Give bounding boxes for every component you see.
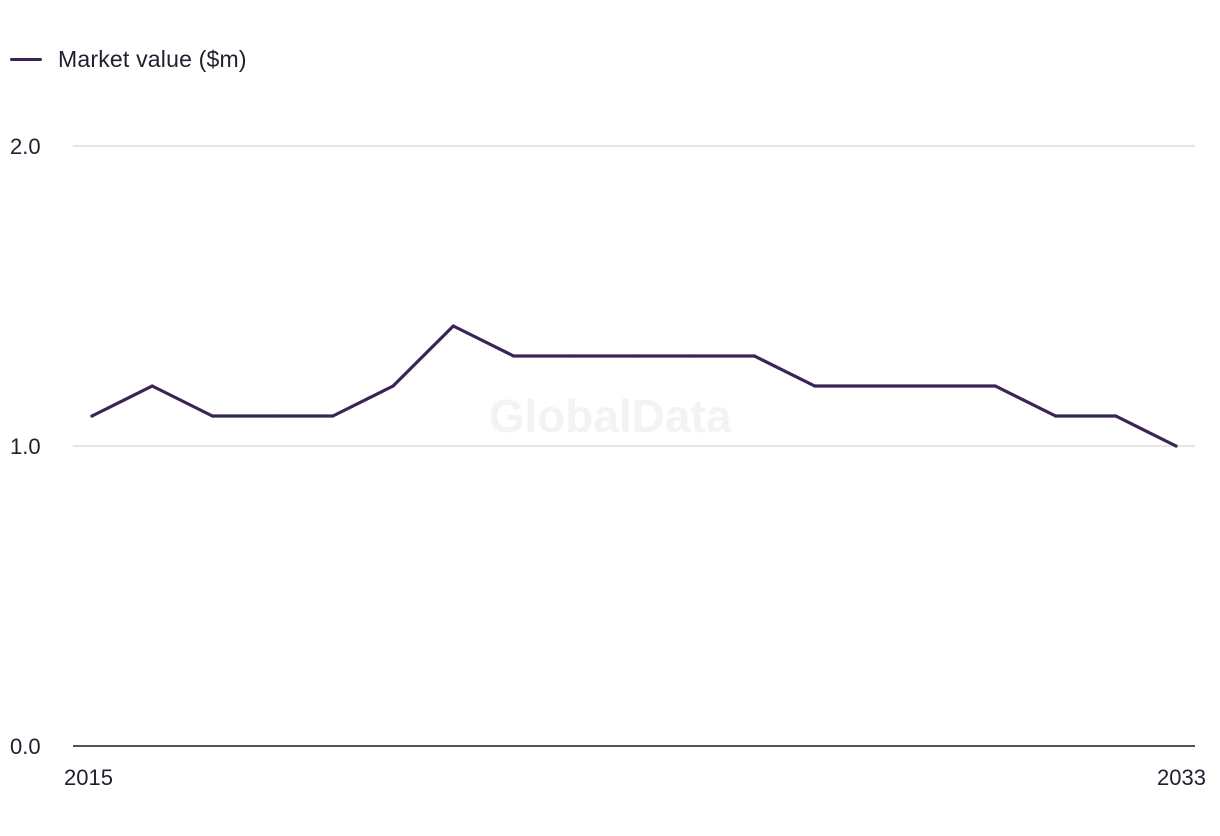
data-point [572, 354, 576, 358]
data-point [331, 414, 335, 418]
x-tick-label: 2033 [1157, 765, 1206, 790]
data-point [1174, 444, 1178, 448]
y-tick-label: 1.0 [10, 434, 41, 459]
legend-label: Market value ($m) [58, 46, 247, 72]
data-point [933, 384, 937, 388]
x-tick-label: 2015 [64, 765, 113, 790]
watermark: GlobalData [489, 390, 732, 442]
y-tick-label: 2.0 [10, 134, 41, 159]
data-point [692, 354, 696, 358]
data-point [451, 324, 455, 328]
data-point [1114, 414, 1118, 418]
data-point [993, 384, 997, 388]
data-point [271, 414, 275, 418]
data-point [210, 414, 215, 418]
legend-swatch [10, 58, 42, 61]
data-point [752, 354, 757, 358]
data-point [511, 354, 516, 358]
legend: Market value ($m) [10, 46, 247, 73]
data-point [150, 384, 154, 388]
data-point [1053, 414, 1058, 418]
data-point [873, 384, 877, 388]
data-point [813, 384, 817, 388]
y-tick-label: 0.0 [10, 734, 41, 759]
data-point [632, 354, 636, 358]
data-point [90, 414, 94, 418]
data-point [391, 384, 395, 388]
